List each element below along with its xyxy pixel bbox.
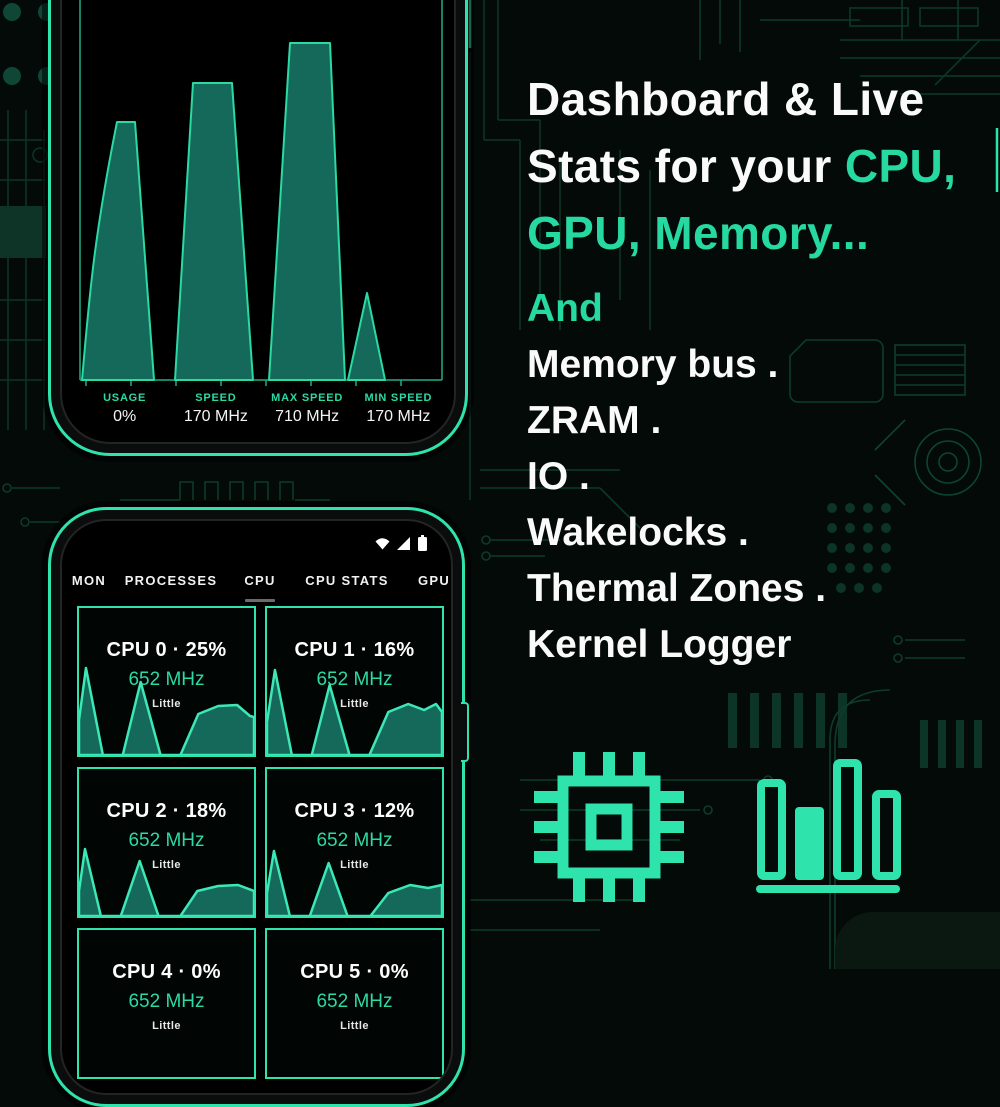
feature-list: And Memory bus . ZRAM . IO . Wakelocks .… [527, 281, 956, 673]
core-title: CPU 3 · 12% [294, 800, 415, 822]
hero-text-block: Dashboard & Live Stats for your CPU, GPU… [527, 66, 956, 673]
core-title: CPU 4 · 0% [112, 961, 221, 983]
feature-item: Kernel Logger [527, 623, 792, 666]
core-cluster: Little [152, 1020, 181, 1032]
stat-label: USAGE [103, 392, 147, 404]
active-tab-indicator [245, 599, 275, 602]
stat-value: 170 MHz [366, 408, 431, 425]
phone-mockup-top: USAGE 0% SPEED 170 MHz MAX SPEED 710 MHz… [48, 0, 468, 456]
tab-gpu[interactable]: GPU [417, 573, 451, 588]
tab-mon[interactable]: MON [71, 573, 107, 588]
core-load-sparkline [79, 660, 254, 755]
core-cluster: Little [340, 859, 369, 871]
headline: Dashboard & Live Stats for your CPU, GPU… [527, 66, 956, 267]
stat-value: 0% [113, 408, 137, 425]
core-frequency: 652 MHz [128, 669, 205, 690]
core-cluster: Little [340, 1020, 369, 1032]
wifi-icon [375, 537, 390, 549]
feature-item: Memory bus . [527, 343, 779, 386]
core-title: CPU 5 · 0% [300, 961, 409, 983]
tab-cpu-stats[interactable]: CPU STATS [305, 573, 389, 588]
stat-value: 710 MHz [275, 408, 340, 425]
tab-cpu[interactable]: CPU [244, 573, 276, 588]
cpu-stats-row: USAGE 0% SPEED 170 MHz MAX SPEED 710 MHz… [79, 392, 444, 426]
phone-mockup-bottom: MON PROCESSES CPU CPU STATS GPU CPU 0 · … [48, 507, 469, 1107]
cpu-core-card[interactable]: CPU 3 · 12% 652 MHz Little [265, 767, 444, 918]
phone1-screen: USAGE 0% SPEED 170 MHz MAX SPEED 710 MHz… [60, 0, 456, 444]
cpu-core-card[interactable]: CPU 0 · 25% 652 MHz Little [77, 606, 256, 757]
core-title: CPU 1 · 16% [294, 639, 415, 661]
feature-item: Thermal Zones . [527, 567, 827, 610]
stat-max-speed: MAX SPEED 710 MHz [262, 392, 353, 426]
core-cluster: Little [340, 698, 369, 710]
status-bar [375, 535, 427, 551]
cpu-core-card[interactable]: CPU 1 · 16% 652 MHz Little [265, 606, 444, 757]
feature-item: ZRAM . [527, 399, 662, 442]
cpu-core-card[interactable]: CPU 2 · 18% 652 MHz Little [77, 767, 256, 918]
core-load-sparkline [267, 821, 442, 916]
core-frequency: 652 MHz [316, 669, 393, 690]
tab-bar: MON PROCESSES CPU CPU STATS GPU [62, 567, 451, 607]
phone2-screen: MON PROCESSES CPU CPU STATS GPU CPU 0 · … [60, 519, 453, 1095]
cpu-cards-grid: CPU 0 · 25% 652 MHz Little CPU 1 · 16% 6… [77, 606, 444, 1079]
core-frequency: 652 MHz [316, 830, 393, 851]
stat-label: MIN SPEED [364, 392, 433, 404]
signal-icon [397, 536, 410, 550]
stat-min-speed: MIN SPEED 170 MHz [353, 392, 444, 426]
core-title: CPU 2 · 18% [106, 800, 227, 822]
battery-icon [418, 535, 427, 551]
core-cluster: Little [152, 698, 181, 710]
headline-line3: GPU, Memory... [527, 207, 870, 259]
core-load-sparkline [267, 660, 442, 755]
stat-value: 170 MHz [183, 408, 248, 425]
core-frequency: 652 MHz [128, 991, 205, 1012]
feature-item: Wakelocks . [527, 511, 749, 554]
core-frequency: 652 MHz [316, 991, 393, 1012]
stat-speed: SPEED 170 MHz [170, 392, 261, 426]
core-title: CPU 0 · 25% [106, 639, 227, 661]
cpu-core-card[interactable]: CPU 4 · 0% 652 MHz Little [77, 928, 256, 1079]
headline-line2-white: Stats for your [527, 140, 845, 192]
feature-item: IO . [527, 455, 590, 498]
power-button [461, 702, 469, 762]
and-label: And [527, 287, 603, 330]
core-frequency: 652 MHz [128, 830, 205, 851]
cpu-frequency-area-chart [79, 0, 443, 386]
headline-line1: Dashboard & Live [527, 73, 925, 125]
tab-processes[interactable]: PROCESSES [124, 573, 218, 588]
headline-line2: Stats for your CPU, [527, 133, 956, 200]
stat-usage: USAGE 0% [79, 392, 170, 426]
stat-label: SPEED [195, 392, 237, 404]
cpu-chip-icon [534, 752, 684, 907]
core-cluster: Little [152, 859, 181, 871]
core-load-sparkline [79, 821, 254, 916]
cpu-core-card[interactable]: CPU 5 · 0% 652 MHz Little [265, 928, 444, 1079]
stat-label: MAX SPEED [271, 392, 344, 404]
bar-chart-icon [748, 756, 908, 901]
headline-line2-accent: CPU, [844, 140, 957, 192]
